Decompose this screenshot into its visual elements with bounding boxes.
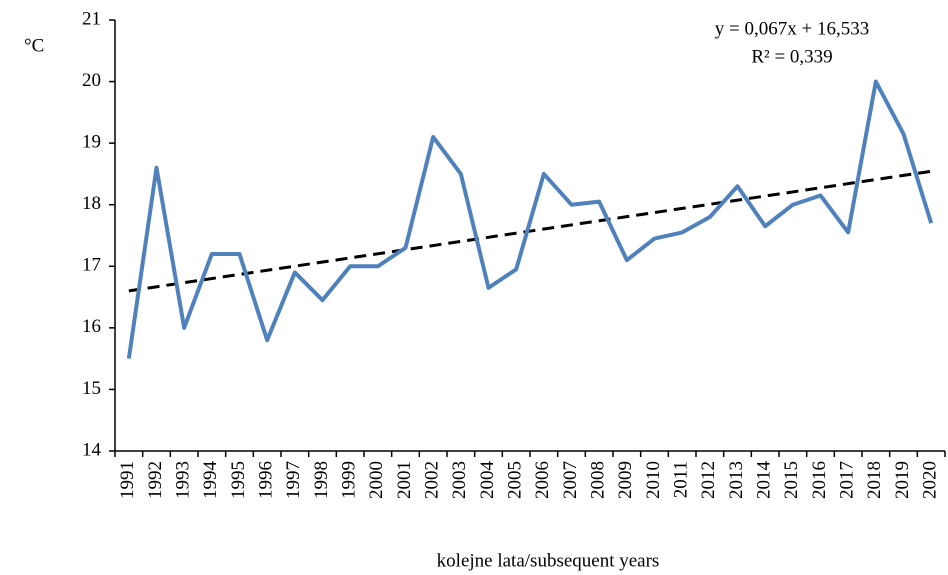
x-tick-label: 2007 xyxy=(560,461,581,499)
x-tick-label: 2008 xyxy=(588,461,609,499)
x-tick-label: 1999 xyxy=(339,461,360,499)
x-tick-label: 2001 xyxy=(394,461,415,499)
x-tick-label: 2005 xyxy=(505,461,526,499)
x-tick-label: 2014 xyxy=(754,461,775,500)
x-tick-label: 2018 xyxy=(864,461,885,499)
x-tick-label: 1998 xyxy=(311,461,332,499)
y-tick-label: 15 xyxy=(82,378,101,399)
data-line xyxy=(126,79,934,359)
y-tick-label: 18 xyxy=(82,193,101,214)
x-tick-label: 2004 xyxy=(477,461,498,500)
y-unit: °C xyxy=(24,35,44,56)
x-tick-label: 2011 xyxy=(671,461,692,498)
x-tick-label: 2009 xyxy=(615,461,636,499)
trend-r2: R² = 0,339 xyxy=(751,46,832,67)
x-tick-label: 2002 xyxy=(422,461,443,499)
x-tick-label: 2010 xyxy=(643,461,664,499)
x-tick-label: 2013 xyxy=(726,461,747,499)
x-tick-label: 1997 xyxy=(283,461,304,499)
y-tick-label: 21 xyxy=(82,8,101,29)
x-tick-label: 1991 xyxy=(117,461,138,499)
x-tick-label: 1993 xyxy=(173,461,194,499)
y-tick-label: 19 xyxy=(82,132,101,153)
x-tick-label: 1992 xyxy=(145,461,166,499)
x-tick-label: 2006 xyxy=(532,461,553,499)
x-tick-label: 2016 xyxy=(809,461,830,499)
x-tick-label: 1995 xyxy=(228,461,249,499)
x-tick-label: 2012 xyxy=(698,461,719,499)
trend-equation: y = 0,067x + 16,533 xyxy=(715,18,869,39)
x-tick-label: 2017 xyxy=(837,461,858,499)
x-tick-label: 2019 xyxy=(892,461,913,499)
trend-line xyxy=(128,169,932,293)
y-tick-label: 17 xyxy=(82,255,101,276)
y-tick-label: 14 xyxy=(82,439,102,460)
x-axis-label: kolejne lata/subsequent years xyxy=(437,550,660,571)
y-tick-label: 20 xyxy=(82,70,101,91)
x-tick-label: 2015 xyxy=(781,461,802,499)
x-tick-label: 1996 xyxy=(256,461,277,499)
x-tick-label: 2003 xyxy=(449,461,470,499)
y-tick-label: 16 xyxy=(82,316,101,337)
x-tick-label: 2020 xyxy=(920,461,941,499)
x-tick-label: 1994 xyxy=(200,461,221,500)
x-tick-label: 2000 xyxy=(366,461,387,499)
